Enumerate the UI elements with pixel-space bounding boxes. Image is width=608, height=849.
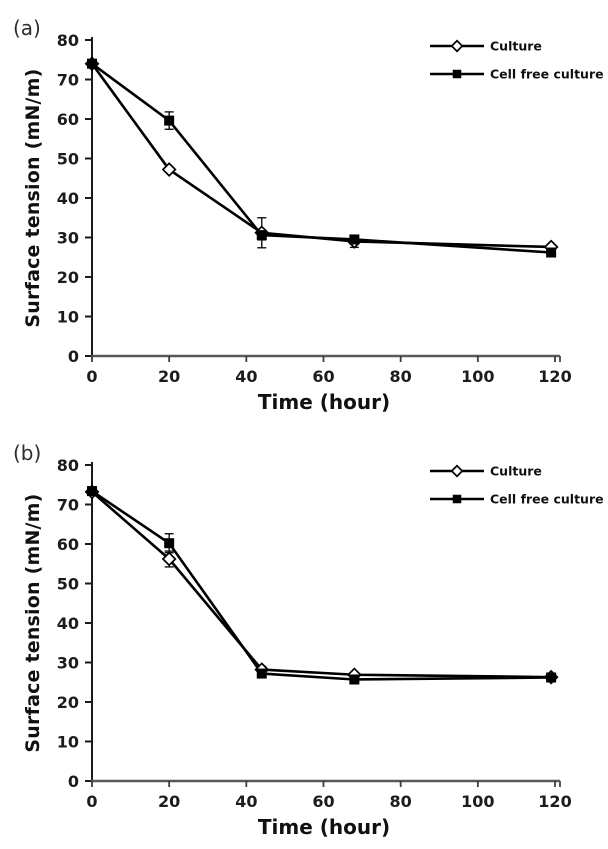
y-tick-label: 50 xyxy=(57,150,79,169)
series-culture-line xyxy=(91,490,552,679)
y-tick-label: 10 xyxy=(57,308,79,327)
series-cell-free-culture-marker xyxy=(164,115,175,126)
panel-b-x-axis-title: Time (hour) xyxy=(257,815,391,839)
legend-label: Culture xyxy=(490,464,542,479)
y-tick-label: 60 xyxy=(57,110,79,129)
panel-a: (a) Surface tension (mN/m) 0 10 20 30 40 50 60… xyxy=(0,0,608,424)
series-culture-marker xyxy=(161,551,177,567)
series-cell-free-culture-line xyxy=(91,489,552,681)
legend-label: Culture xyxy=(490,39,542,54)
x-tick-label: 40 xyxy=(235,792,257,811)
x-tick-label: 120 xyxy=(538,792,571,811)
y-tick-label: 10 xyxy=(57,733,79,752)
series-cell-free-culture-marker xyxy=(87,486,97,497)
legend-entry-culture: Culture xyxy=(430,464,542,479)
y-tick-label: 30 xyxy=(57,229,79,248)
panel-a-label: (a) xyxy=(13,16,41,40)
series-cell-free-culture-marker xyxy=(349,674,360,685)
panel-b-y-axis-title: Surface tension (mN/m) xyxy=(22,493,44,753)
y-tick-label: 50 xyxy=(57,575,79,594)
y-tick-label: 40 xyxy=(57,189,79,208)
series-cell-free-culture-marker xyxy=(87,58,97,69)
series-culture-marker xyxy=(161,162,177,177)
legend-label: Cell free culture xyxy=(490,492,604,507)
x-tick-label: 100 xyxy=(461,367,494,386)
legend-marker xyxy=(452,494,462,504)
series-cell-free-culture-marker xyxy=(546,247,557,258)
y-tick-label: 20 xyxy=(57,268,79,287)
panel-a-x-axis-title: Time (hour) xyxy=(257,390,391,414)
series-cell-free-culture-marker xyxy=(256,230,267,241)
y-tick-label: 80 xyxy=(57,31,79,50)
legend: Culture Cell free culture xyxy=(430,39,604,82)
legend-label: Cell free culture xyxy=(490,67,604,82)
x-tick-label: 60 xyxy=(312,367,334,386)
y-tick-label: 60 xyxy=(57,535,79,554)
legend-marker xyxy=(450,464,464,478)
legend: Culture Cell free culture xyxy=(430,464,604,507)
x-tick-label: 20 xyxy=(158,792,180,811)
x-tick-label: 0 xyxy=(86,792,97,811)
panel-a-y-axis-title: Surface tension (mN/m) xyxy=(22,68,44,328)
series-cell-free-culture-marker xyxy=(349,234,360,245)
y-tick-label: 20 xyxy=(57,693,79,712)
series-culture-line xyxy=(90,62,552,249)
x-tick-label: 80 xyxy=(390,367,412,386)
panel-b-label: (b) xyxy=(13,441,42,465)
y-tick-label: 70 xyxy=(57,496,79,515)
y-tick-label: 40 xyxy=(57,614,79,633)
x-tick-label: 0 xyxy=(86,367,97,386)
panel-b: (b) Surface tension (mN/m) 0 10 20 30 40 50 60… xyxy=(0,425,608,849)
legend-entry-culture: Culture xyxy=(430,39,542,54)
x-tick-label: 60 xyxy=(312,792,334,811)
legend-marker xyxy=(452,69,462,79)
x-tick-label: 20 xyxy=(158,367,180,386)
y-tick-label: 30 xyxy=(57,654,79,673)
y-tick-label: 70 xyxy=(57,71,79,90)
series-cell-free-culture-marker xyxy=(546,672,557,683)
y-tick-label: 0 xyxy=(68,347,79,366)
series-cell-free-culture-marker xyxy=(256,668,267,679)
x-tick-label: 80 xyxy=(390,792,412,811)
y-tick-label: 0 xyxy=(68,772,79,791)
legend-entry-cell-free-culture: Cell free culture xyxy=(430,67,604,82)
series-cell-free-culture-marker xyxy=(164,538,175,549)
legend-entry-cell-free-culture: Cell free culture xyxy=(430,492,604,507)
x-tick-label: 40 xyxy=(235,367,257,386)
x-tick-label: 100 xyxy=(461,792,494,811)
x-tick-label: 120 xyxy=(538,367,571,386)
y-tick-label: 80 xyxy=(57,456,79,475)
legend-marker xyxy=(450,39,464,53)
